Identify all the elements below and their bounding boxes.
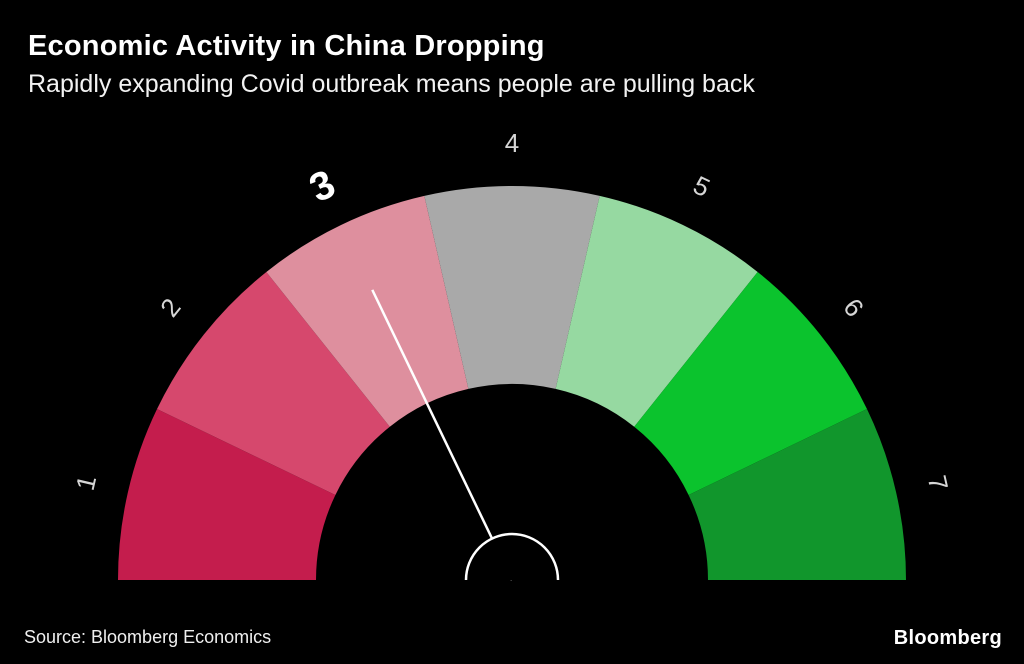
gauge-segment-5 [555, 195, 758, 427]
gauge-tick-label-5: 5 [689, 170, 715, 203]
gauge-segment-4 [424, 186, 600, 389]
chart-title: Economic Activity in China Dropping [28, 30, 545, 62]
gauge-segment-6 [634, 271, 867, 495]
gauge-needle [371, 289, 514, 581]
gauge-tick-label-7: 7 [922, 472, 954, 493]
source-note: Source: Bloomberg Economics [24, 627, 272, 647]
bloomberg-logo: Bloomberg [893, 627, 1002, 649]
gauge-tick-label-2: 2 [154, 293, 186, 323]
chart-subtitle: Rapidly expanding Covid outbreak means p… [28, 70, 755, 98]
gauge-needle-hub [464, 532, 560, 581]
gauge-tick-label-1: 1 [70, 472, 102, 493]
gauge-segment-1 [118, 409, 336, 580]
gauge-tick-label-3: 3 [303, 162, 342, 211]
gauge-segment-2 [157, 271, 390, 495]
gauge-tick-label-4: 4 [505, 128, 519, 158]
gauge-segment-7 [688, 409, 906, 580]
gauge-segment-3 [266, 195, 469, 427]
gauge-tick-label-6: 6 [837, 293, 869, 323]
